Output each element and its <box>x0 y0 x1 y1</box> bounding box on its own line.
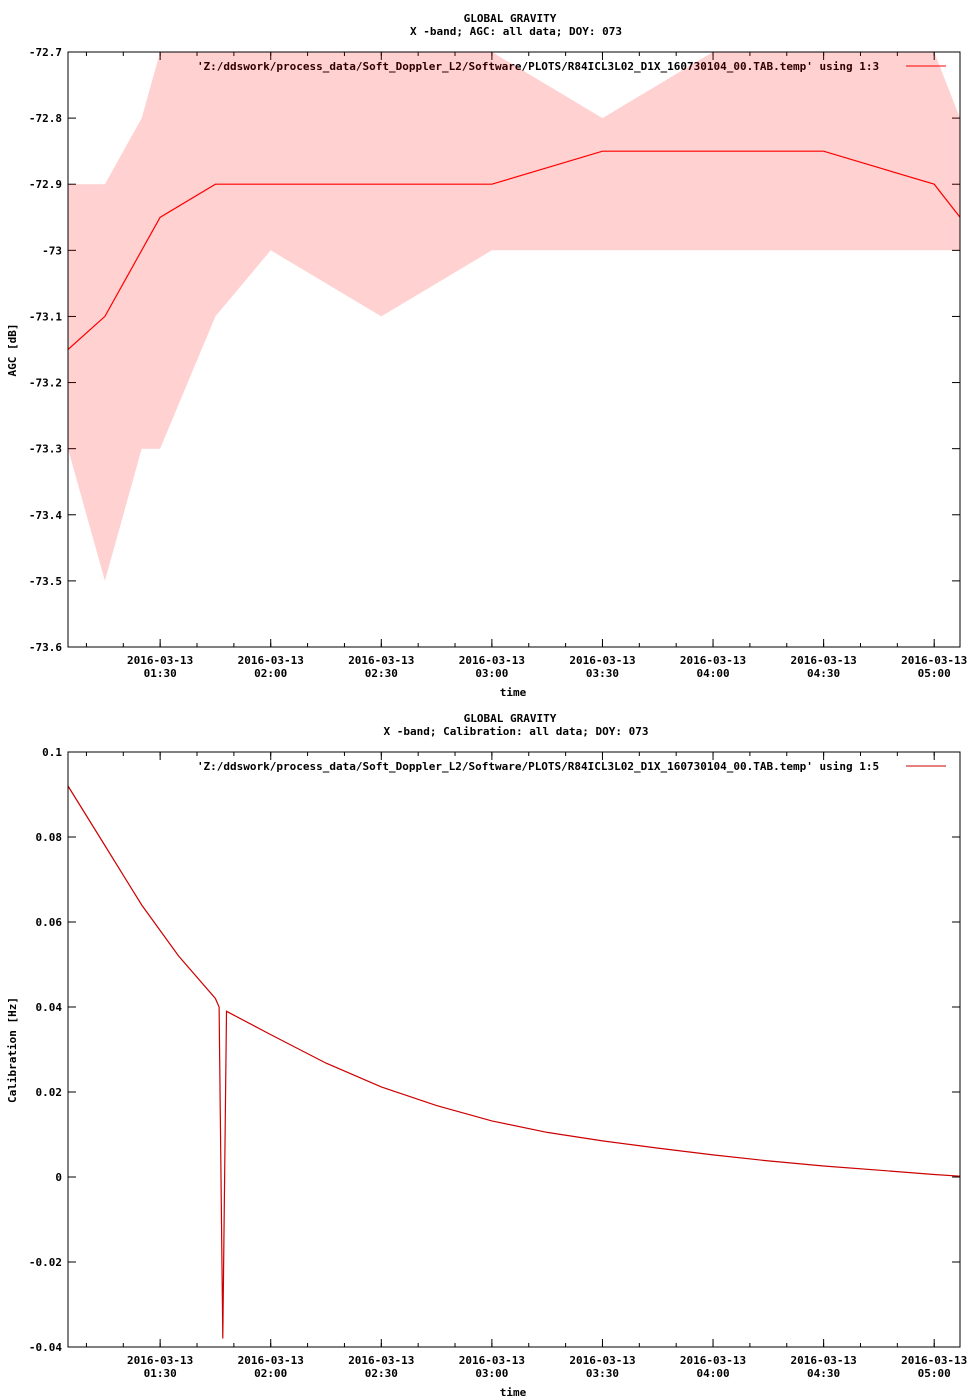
calibration-plot-area <box>67 785 961 1339</box>
chart0-x-tick-time: 03:30 <box>586 667 619 680</box>
agc-x-axis-label: time <box>500 686 527 699</box>
chart0-x-tick-time: 02:00 <box>254 667 287 680</box>
chart1-y-tick-label: 0.04 <box>36 1001 63 1014</box>
chart1-x-tick-date: 2016-03-13 <box>791 1354 857 1367</box>
chart0-y-tick-label: -73.1 <box>29 310 62 323</box>
chart0-x-tick-time: 04:00 <box>696 667 729 680</box>
chart0-y-tick-label: -73 <box>42 244 62 257</box>
agc-plot-frame <box>67 51 961 648</box>
chart1-x-tick-date: 2016-03-13 <box>459 1354 525 1367</box>
chart0-y-tick-label: -73.4 <box>29 509 62 522</box>
chart1-x-tick-time: 04:00 <box>696 1367 729 1380</box>
calibration-chart-title: GLOBAL GRAVITY <box>464 712 557 725</box>
calibration-y-ticks: 0.1 0.08 0.06 0.04 0.02 0 -0.02 -0.04 <box>29 746 960 1354</box>
calibration-x-ticks: 2016-03-1301:302016-03-1302:002016-03-13… <box>85 752 967 1380</box>
calibration-plot-frame <box>67 751 961 1348</box>
agc-y-ticks: -72.7 -72.8 -72.9 -73 -73.1 -73.2 -73.3 -73.4 -7… <box>29 46 960 654</box>
agc-x-ticks: 2016-03-1301:302016-03-1302:002016-03-13… <box>85 52 967 680</box>
chart0-x-tick-time: 03:00 <box>475 667 508 680</box>
chart0-y-tick-label: -73.5 <box>29 575 62 588</box>
chart1-x-tick-time: 03:30 <box>586 1367 619 1380</box>
chart1-y-tick-label: 0.02 <box>36 1086 63 1099</box>
agc-chart-title: GLOBAL GRAVITY <box>464 12 557 25</box>
chart0-x-tick-date: 2016-03-13 <box>901 654 967 667</box>
chart1-y-tick-label: 0.1 <box>42 746 62 759</box>
chart1-x-tick-date: 2016-03-13 <box>127 1354 193 1367</box>
chart1-x-tick-time: 01:30 <box>144 1367 177 1380</box>
chart1-x-tick-time: 04:30 <box>807 1367 840 1380</box>
calibration-legend-label: 'Z:/ddswork/process_data/Soft_Doppler_L2… <box>197 760 879 773</box>
chart0-x-tick-date: 2016-03-13 <box>348 654 414 667</box>
chart0-x-tick-time: 05:00 <box>918 667 951 680</box>
chart1-x-tick-date: 2016-03-13 <box>238 1354 304 1367</box>
chart1-y-tick-label: 0.06 <box>36 916 63 929</box>
chart1-x-tick-time: 02:00 <box>254 1367 287 1380</box>
chart1-series-line <box>67 785 961 1339</box>
calibration-x-axis-label: time <box>500 1386 527 1399</box>
chart0-series-line <box>67 150 961 350</box>
chart0-y-tick-label: -73.2 <box>29 377 62 390</box>
agc-legend-label: 'Z:/ddswork/process_data/Soft_Doppler_L2… <box>197 60 879 73</box>
chart1-y-tick-label: -0.02 <box>29 1256 62 1269</box>
chart1-x-tick-date: 2016-03-13 <box>569 1354 635 1367</box>
chart0-x-tick-time: 04:30 <box>807 667 840 680</box>
chart1-x-tick-time: 03:00 <box>475 1367 508 1380</box>
agc-plot-area <box>67 52 961 581</box>
chart0-y-tick-label: -72.8 <box>29 112 62 125</box>
chart0-y-tick-label: -72.7 <box>29 46 62 59</box>
chart0-x-tick-date: 2016-03-13 <box>127 654 193 667</box>
calibration-chart: GLOBAL GRAVITY X -band; Calibration: all… <box>6 712 967 1399</box>
chart0-x-tick-date: 2016-03-13 <box>680 654 746 667</box>
chart1-x-tick-date: 2016-03-13 <box>901 1354 967 1367</box>
agc-y-axis-label: AGC [dB] <box>6 324 19 377</box>
calibration-y-axis-label: Calibration [Hz] <box>6 997 19 1103</box>
chart1-x-tick-date: 2016-03-13 <box>348 1354 414 1367</box>
chart1-y-tick-label: 0 <box>55 1171 62 1184</box>
chart0-x-tick-date: 2016-03-13 <box>459 654 525 667</box>
chart0-series-range-band <box>68 52 960 581</box>
chart0-x-tick-date: 2016-03-13 <box>569 654 635 667</box>
agc-chart-subtitle: X -band; AGC: all data; DOY: 073 <box>410 25 622 38</box>
chart0-y-tick-label: -72.9 <box>29 178 62 191</box>
chart1-y-tick-label: -0.04 <box>29 1341 62 1354</box>
chart0-y-tick-label: -73.6 <box>29 641 62 654</box>
chart0-x-tick-time: 01:30 <box>144 667 177 680</box>
chart1-y-tick-label: 0.08 <box>36 831 63 844</box>
chart0-x-tick-time: 02:30 <box>365 667 398 680</box>
calibration-chart-subtitle: X -band; Calibration: all data; DOY: 073 <box>384 725 649 738</box>
chart1-x-tick-time: 02:30 <box>365 1367 398 1380</box>
chart0-x-tick-date: 2016-03-13 <box>238 654 304 667</box>
chart0-y-tick-label: -73.3 <box>29 443 62 456</box>
chart0-x-tick-date: 2016-03-13 <box>791 654 857 667</box>
agc-chart: GLOBAL GRAVITY X -band; AGC: all data; D… <box>6 12 967 699</box>
chart1-x-tick-time: 05:00 <box>918 1367 951 1380</box>
chart1-x-tick-date: 2016-03-13 <box>680 1354 746 1367</box>
